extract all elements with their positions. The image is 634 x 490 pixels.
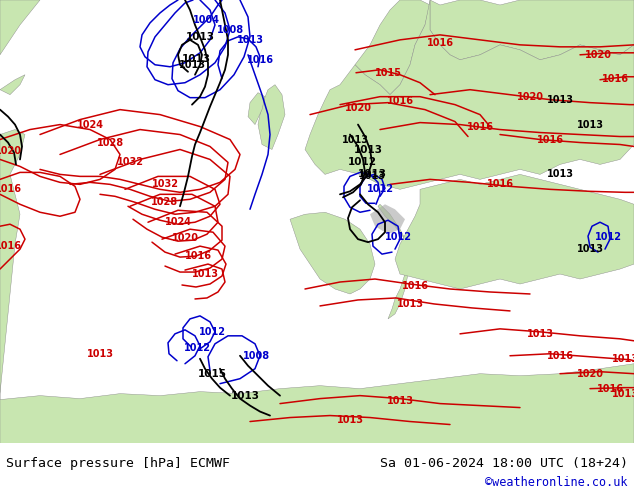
Text: 1016: 1016 bbox=[0, 184, 22, 195]
Text: 1013: 1013 bbox=[526, 329, 553, 339]
Text: 1012: 1012 bbox=[595, 232, 621, 242]
Text: 1013: 1013 bbox=[191, 269, 219, 279]
Text: 1016: 1016 bbox=[247, 55, 273, 65]
Text: 1024: 1024 bbox=[77, 120, 103, 129]
Polygon shape bbox=[0, 0, 40, 55]
Text: 1013: 1013 bbox=[86, 349, 113, 359]
Text: 1020: 1020 bbox=[0, 147, 22, 156]
Text: ©weatheronline.co.uk: ©weatheronline.co.uk bbox=[485, 476, 628, 489]
Polygon shape bbox=[395, 174, 634, 289]
Text: 1013: 1013 bbox=[354, 146, 382, 155]
Text: 1020: 1020 bbox=[585, 50, 612, 60]
Text: 1013: 1013 bbox=[576, 120, 604, 129]
Text: 1013: 1013 bbox=[547, 95, 574, 105]
Text: 1016: 1016 bbox=[547, 351, 574, 361]
Text: 1015: 1015 bbox=[198, 368, 226, 379]
Polygon shape bbox=[0, 129, 25, 443]
Text: 1016: 1016 bbox=[602, 74, 628, 84]
Text: 1020: 1020 bbox=[576, 368, 604, 379]
Text: 1013: 1013 bbox=[236, 35, 264, 45]
Text: 1032: 1032 bbox=[152, 179, 179, 189]
Text: 1013: 1013 bbox=[358, 170, 387, 179]
Text: 1013: 1013 bbox=[612, 354, 634, 364]
Text: 1013: 1013 bbox=[179, 60, 205, 70]
Polygon shape bbox=[290, 212, 375, 294]
Polygon shape bbox=[258, 85, 285, 149]
Text: Sa 01-06-2024 18:00 UTC (18+24): Sa 01-06-2024 18:00 UTC (18+24) bbox=[380, 458, 628, 470]
Text: 1013: 1013 bbox=[396, 299, 424, 309]
Text: 1013: 1013 bbox=[576, 244, 604, 254]
Polygon shape bbox=[0, 75, 25, 95]
Text: 1013: 1013 bbox=[337, 415, 363, 424]
Text: 1013: 1013 bbox=[612, 389, 634, 399]
Text: 1013: 1013 bbox=[387, 395, 413, 406]
Text: 1016: 1016 bbox=[0, 241, 22, 251]
Text: 1013: 1013 bbox=[231, 391, 259, 401]
Text: 1004: 1004 bbox=[193, 15, 219, 25]
Text: 1016: 1016 bbox=[597, 384, 623, 393]
Polygon shape bbox=[430, 0, 634, 60]
Text: 1013: 1013 bbox=[547, 170, 574, 179]
Text: 1008: 1008 bbox=[216, 25, 243, 35]
Text: 1016: 1016 bbox=[536, 135, 564, 145]
Text: 1028: 1028 bbox=[152, 197, 179, 207]
Text: 1016: 1016 bbox=[427, 38, 453, 48]
Text: 1016: 1016 bbox=[387, 96, 413, 106]
Text: 1012: 1012 bbox=[183, 343, 210, 353]
Text: 1016: 1016 bbox=[486, 179, 514, 189]
Text: 1013: 1013 bbox=[186, 32, 214, 42]
Text: 1032: 1032 bbox=[117, 157, 143, 168]
Text: Surface pressure [hPa] ECMWF: Surface pressure [hPa] ECMWF bbox=[6, 458, 230, 470]
Polygon shape bbox=[305, 0, 634, 189]
Text: 1012: 1012 bbox=[384, 232, 411, 242]
Polygon shape bbox=[355, 0, 430, 95]
Text: 1020: 1020 bbox=[344, 102, 372, 113]
Text: 1016: 1016 bbox=[401, 281, 429, 291]
Text: 1016: 1016 bbox=[184, 251, 212, 261]
Text: 1012: 1012 bbox=[347, 157, 377, 168]
Text: 1016: 1016 bbox=[467, 122, 493, 131]
Text: 1028: 1028 bbox=[96, 138, 124, 147]
Text: 1015: 1015 bbox=[375, 68, 401, 78]
Text: 1013: 1013 bbox=[358, 172, 385, 181]
Polygon shape bbox=[370, 204, 405, 234]
Text: 1013: 1013 bbox=[342, 135, 368, 145]
Text: 1020: 1020 bbox=[172, 233, 198, 243]
Text: 1012: 1012 bbox=[366, 184, 394, 195]
Text: 1024: 1024 bbox=[164, 217, 191, 227]
Text: 1012: 1012 bbox=[198, 327, 226, 337]
Polygon shape bbox=[378, 204, 410, 319]
Text: 1008: 1008 bbox=[242, 351, 269, 361]
Polygon shape bbox=[248, 93, 265, 124]
Text: 1013: 1013 bbox=[181, 54, 210, 64]
Text: 1020: 1020 bbox=[517, 92, 543, 101]
Polygon shape bbox=[0, 364, 634, 443]
